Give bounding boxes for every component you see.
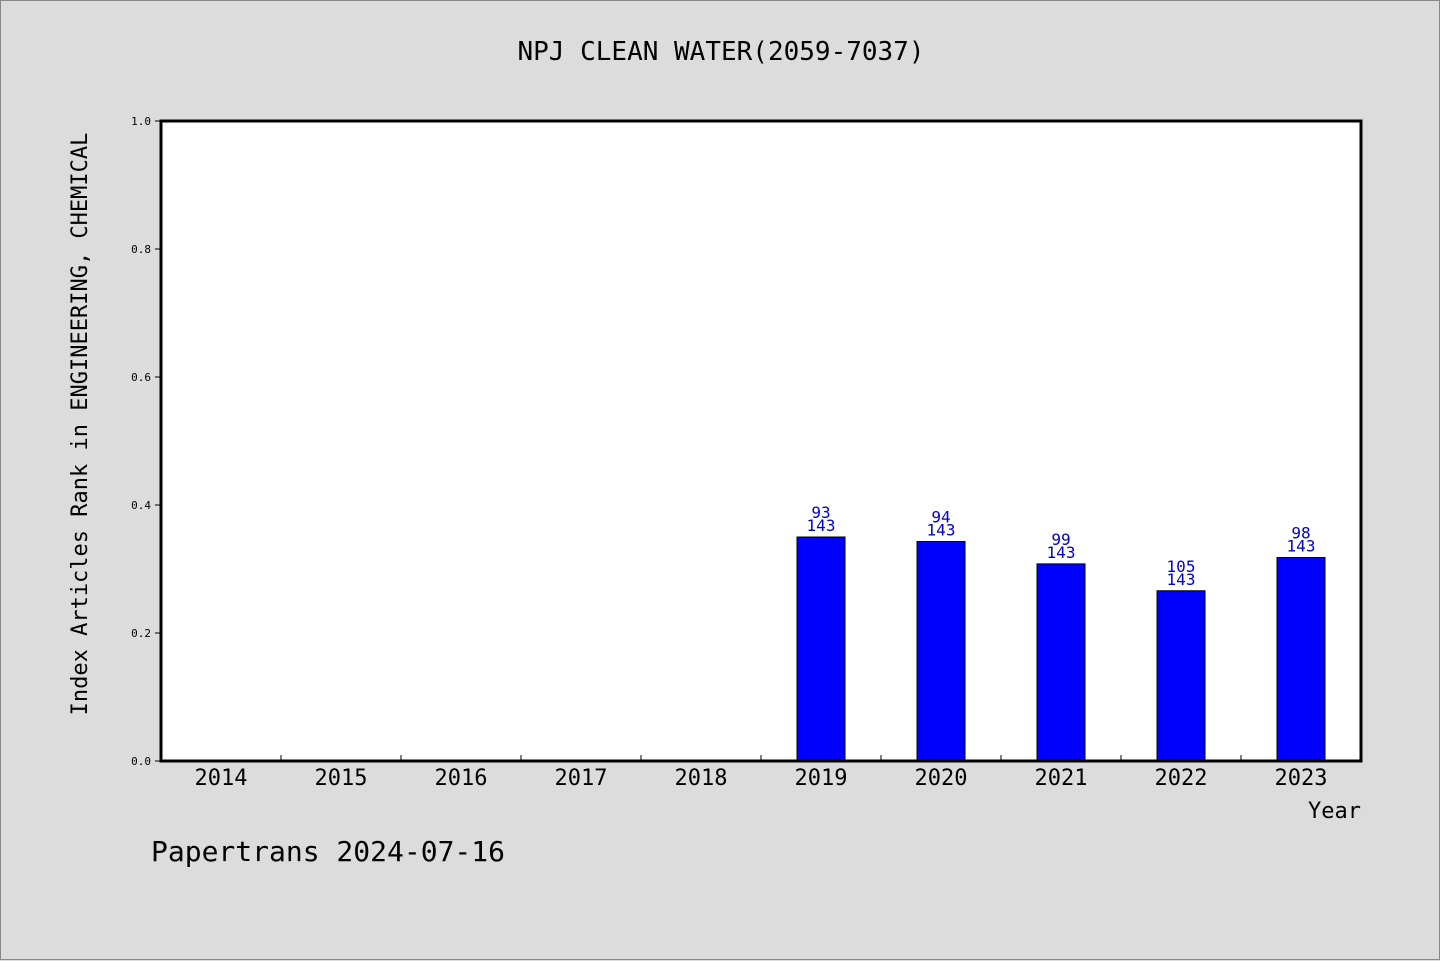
bar-2019	[796, 536, 846, 762]
bar-2023	[1276, 556, 1326, 762]
bar-rank-label: 98	[1291, 523, 1310, 542]
bar-2020	[916, 540, 966, 762]
chart-title: NPJ CLEAN WATER(2059-7037)	[517, 37, 925, 67]
y-tick-label: 0.2	[131, 627, 151, 640]
x-axis-label: Year	[1308, 799, 1361, 824]
bar-rank-label: 99	[1051, 530, 1070, 549]
x-tick-label: 2018	[675, 766, 728, 791]
x-tick-label: 2016	[435, 766, 488, 791]
bar-total-label: 143	[1287, 536, 1316, 555]
y-tick-label: 0.6	[131, 371, 151, 384]
bar-rank-label: 93	[811, 503, 830, 522]
bar-total-label: 143	[927, 520, 956, 539]
bar-total-label: 143	[1167, 570, 1196, 589]
x-tick-label: 2015	[315, 766, 368, 791]
bar-2021	[1036, 563, 1086, 762]
x-tick-label: 2021	[1035, 766, 1088, 791]
plot-border	[159, 119, 1363, 763]
bar-2022	[1156, 590, 1206, 762]
y-tick-label: 0.4	[131, 499, 151, 512]
x-tick-label: 2019	[795, 766, 848, 791]
x-tick-label: 2020	[915, 766, 968, 791]
x-tick-label: 2017	[555, 766, 608, 791]
x-tick-label: 2022	[1155, 766, 1208, 791]
x-tick-label: 2023	[1275, 766, 1328, 791]
bar-rank-label: 105	[1167, 557, 1196, 576]
bar-total-label: 143	[807, 516, 836, 535]
y-tick-label: 1.0	[131, 115, 151, 128]
bar-rank-label: 94	[931, 507, 950, 526]
y-axis-label: Index Articles Rank in ENGINEERING, CHEM…	[68, 133, 93, 716]
y-tick-label: 0.0	[131, 755, 151, 768]
bar-total-label: 143	[1047, 543, 1076, 562]
x-tick-label: 2014	[195, 766, 248, 791]
y-tick-label: 0.8	[131, 243, 151, 256]
footer-note: Papertrans 2024-07-16	[151, 835, 506, 868]
